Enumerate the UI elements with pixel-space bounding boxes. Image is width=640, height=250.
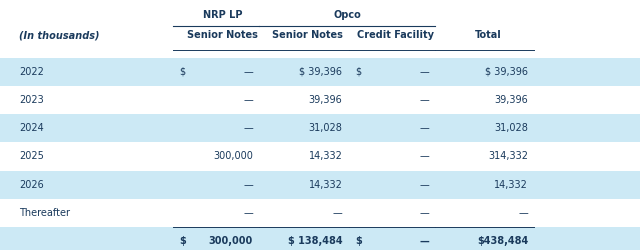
Text: 31,028: 31,028 bbox=[494, 123, 528, 133]
Text: 300,000: 300,000 bbox=[213, 151, 253, 162]
Bar bbox=[0, 227, 640, 250]
Text: —: — bbox=[243, 208, 253, 218]
Text: —: — bbox=[518, 208, 528, 218]
Text: $: $ bbox=[355, 66, 362, 76]
Text: 14,332: 14,332 bbox=[308, 180, 342, 190]
Text: —: — bbox=[419, 66, 429, 76]
Bar bbox=[0, 114, 640, 142]
Text: 31,028: 31,028 bbox=[308, 123, 342, 133]
Text: $ 138,484: $ 138,484 bbox=[288, 236, 342, 246]
Text: Total: Total bbox=[475, 30, 501, 40]
Text: 39,396: 39,396 bbox=[494, 95, 528, 105]
Text: Credit Facility: Credit Facility bbox=[356, 30, 434, 40]
Text: —: — bbox=[419, 208, 429, 218]
Text: $: $ bbox=[179, 66, 186, 76]
Text: $438,484: $438,484 bbox=[477, 236, 528, 246]
Text: 39,396: 39,396 bbox=[308, 95, 342, 105]
Text: —: — bbox=[419, 123, 429, 133]
Text: —: — bbox=[333, 208, 342, 218]
Text: (In thousands): (In thousands) bbox=[19, 30, 100, 40]
Text: $: $ bbox=[355, 236, 362, 246]
Text: —: — bbox=[419, 95, 429, 105]
Text: —: — bbox=[243, 66, 253, 76]
Text: —: — bbox=[419, 180, 429, 190]
Text: 314,332: 314,332 bbox=[488, 151, 528, 162]
Text: Senior Notes: Senior Notes bbox=[272, 30, 342, 40]
Text: 2022: 2022 bbox=[19, 66, 44, 76]
Text: $: $ bbox=[179, 236, 186, 246]
Text: 2024: 2024 bbox=[19, 123, 44, 133]
Text: 14,332: 14,332 bbox=[494, 180, 528, 190]
Text: —: — bbox=[419, 151, 429, 162]
Text: $ 39,396: $ 39,396 bbox=[485, 66, 528, 76]
Text: —: — bbox=[419, 236, 429, 246]
Text: Thereafter: Thereafter bbox=[19, 208, 70, 218]
Text: Senior Notes: Senior Notes bbox=[187, 30, 258, 40]
Text: 300,000: 300,000 bbox=[209, 236, 253, 246]
Text: 2026: 2026 bbox=[19, 180, 44, 190]
Text: —: — bbox=[243, 123, 253, 133]
Bar bbox=[0, 170, 640, 199]
Text: $ 39,396: $ 39,396 bbox=[300, 66, 342, 76]
Text: 14,332: 14,332 bbox=[308, 151, 342, 162]
Text: —: — bbox=[243, 95, 253, 105]
Text: NRP LP: NRP LP bbox=[203, 10, 242, 20]
Text: 2023: 2023 bbox=[19, 95, 44, 105]
Text: —: — bbox=[243, 180, 253, 190]
Bar bbox=[0, 58, 640, 86]
Text: Opco: Opco bbox=[333, 10, 361, 20]
Text: 2025: 2025 bbox=[19, 151, 44, 162]
